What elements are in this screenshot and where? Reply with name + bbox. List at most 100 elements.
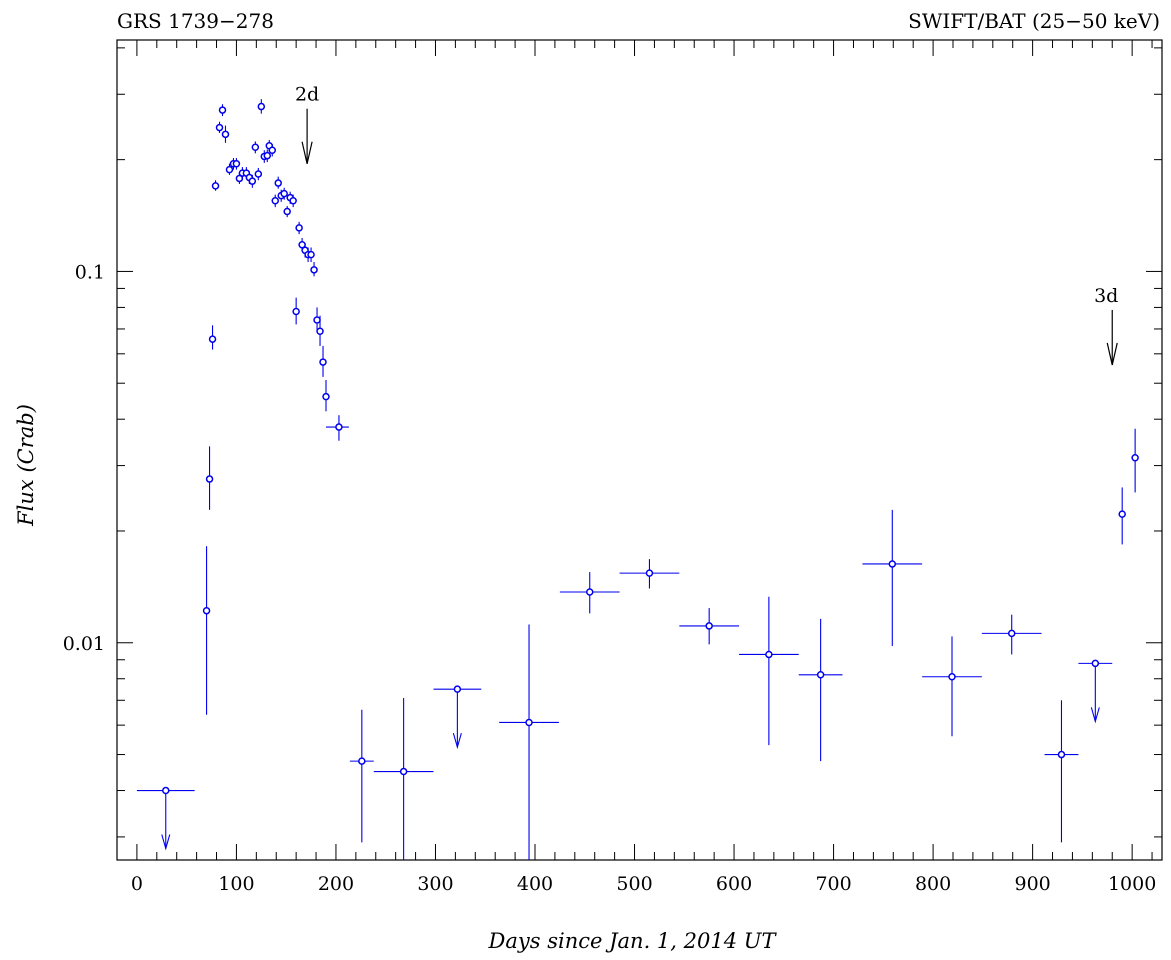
data-point	[316, 315, 324, 346]
data-point	[225, 163, 234, 175]
data-marker	[268, 146, 277, 155]
data-point	[218, 104, 227, 117]
source-title: GRS 1739−278	[117, 9, 274, 33]
data-point	[254, 167, 263, 181]
data-point	[349, 709, 374, 843]
data-point	[289, 194, 297, 208]
data-marker	[307, 250, 315, 259]
data-marker	[1057, 750, 1066, 759]
data-point	[739, 596, 799, 746]
data-point	[221, 125, 230, 143]
data-point	[268, 144, 277, 157]
data-point	[619, 559, 680, 589]
data-point	[981, 614, 1042, 655]
data-marker	[1131, 453, 1139, 462]
data-point	[862, 509, 923, 647]
data-point	[248, 174, 257, 188]
data-point	[559, 572, 620, 614]
data-point	[1118, 487, 1126, 545]
data-marker	[202, 606, 211, 615]
data-marker	[208, 335, 217, 343]
x-tick-label: 700	[815, 873, 851, 895]
x-tick-label: 1000	[1108, 873, 1156, 895]
data-marker	[257, 102, 266, 111]
x-tick-label: 600	[716, 873, 752, 895]
x-tick-label: 300	[417, 873, 453, 895]
upper-limit-arrow	[161, 834, 171, 851]
data-marker	[645, 569, 654, 577]
data-marker	[316, 327, 324, 336]
data-marker	[274, 179, 282, 187]
data-marker	[248, 177, 257, 185]
data-marker	[280, 189, 288, 198]
data-marker	[335, 423, 343, 431]
data-marker	[221, 130, 230, 139]
data-point	[798, 618, 843, 762]
y-tick-label: 0.1	[75, 261, 105, 283]
data-point	[292, 297, 300, 325]
state-annotation: 3d	[1094, 285, 1118, 366]
data-point	[310, 262, 318, 277]
data-point	[433, 685, 482, 750]
plot-frame	[116, 39, 1163, 861]
upper-limit-arrow	[452, 733, 462, 750]
data-marker	[211, 182, 220, 190]
upper-limit-arrow	[1090, 707, 1100, 724]
data-marker	[295, 224, 303, 232]
data-point	[208, 325, 217, 350]
state-annotation: 2d	[295, 84, 319, 164]
data-marker	[205, 475, 214, 483]
data-marker	[319, 358, 327, 366]
data-point	[295, 221, 303, 235]
data-marker	[948, 672, 956, 681]
data-marker	[399, 767, 408, 776]
data-point	[326, 415, 349, 441]
data-marker	[292, 307, 300, 316]
data-marker	[310, 266, 318, 274]
x-tick-label: 100	[218, 873, 254, 895]
data-point	[257, 99, 266, 114]
data-marker	[322, 392, 330, 401]
data-marker	[263, 151, 272, 160]
data-marker	[358, 757, 366, 765]
x-tick-label: 400	[517, 873, 553, 895]
data-point	[251, 141, 260, 154]
data-point	[211, 180, 220, 191]
data-marker	[816, 671, 825, 679]
data-point	[274, 176, 282, 189]
annotation-label: 2d	[295, 84, 319, 106]
data-point	[283, 206, 291, 218]
x-tick-label: 800	[915, 873, 951, 895]
axis-tick-labels: 0 100 200 300 400 500 600 700 800 900 1000 0.01 0.1	[63, 261, 1157, 895]
data-marker	[289, 197, 297, 205]
y-tick-label: 0.01	[63, 633, 105, 655]
data-marker	[705, 622, 713, 630]
x-tick-label: 900	[1014, 873, 1050, 895]
data-marker	[218, 106, 227, 114]
data-marker	[1091, 659, 1100, 668]
data-marker	[765, 650, 773, 659]
data-marker	[271, 197, 279, 205]
data-marker	[162, 786, 170, 795]
data-point	[263, 149, 272, 163]
data-marker	[215, 123, 224, 132]
data-point	[202, 546, 211, 715]
annotations: 2d 3d	[295, 84, 1118, 366]
data-point	[679, 608, 740, 645]
data-point	[373, 697, 434, 860]
data-point	[307, 247, 315, 263]
data-point	[205, 446, 214, 510]
data-point	[1078, 659, 1113, 724]
instrument-title: SWIFT/BAT (25−50 keV)	[908, 9, 1160, 33]
data-marker	[251, 143, 260, 151]
data-point	[1131, 428, 1139, 493]
data-point	[499, 624, 559, 860]
x-tick-label: 200	[318, 873, 354, 895]
data-point	[319, 345, 327, 377]
data-points	[136, 99, 1139, 860]
annotation-label: 3d	[1094, 285, 1118, 307]
data-point	[232, 158, 241, 170]
data-marker	[888, 560, 897, 568]
data-marker	[585, 588, 594, 596]
axis-ticks	[117, 40, 1162, 860]
